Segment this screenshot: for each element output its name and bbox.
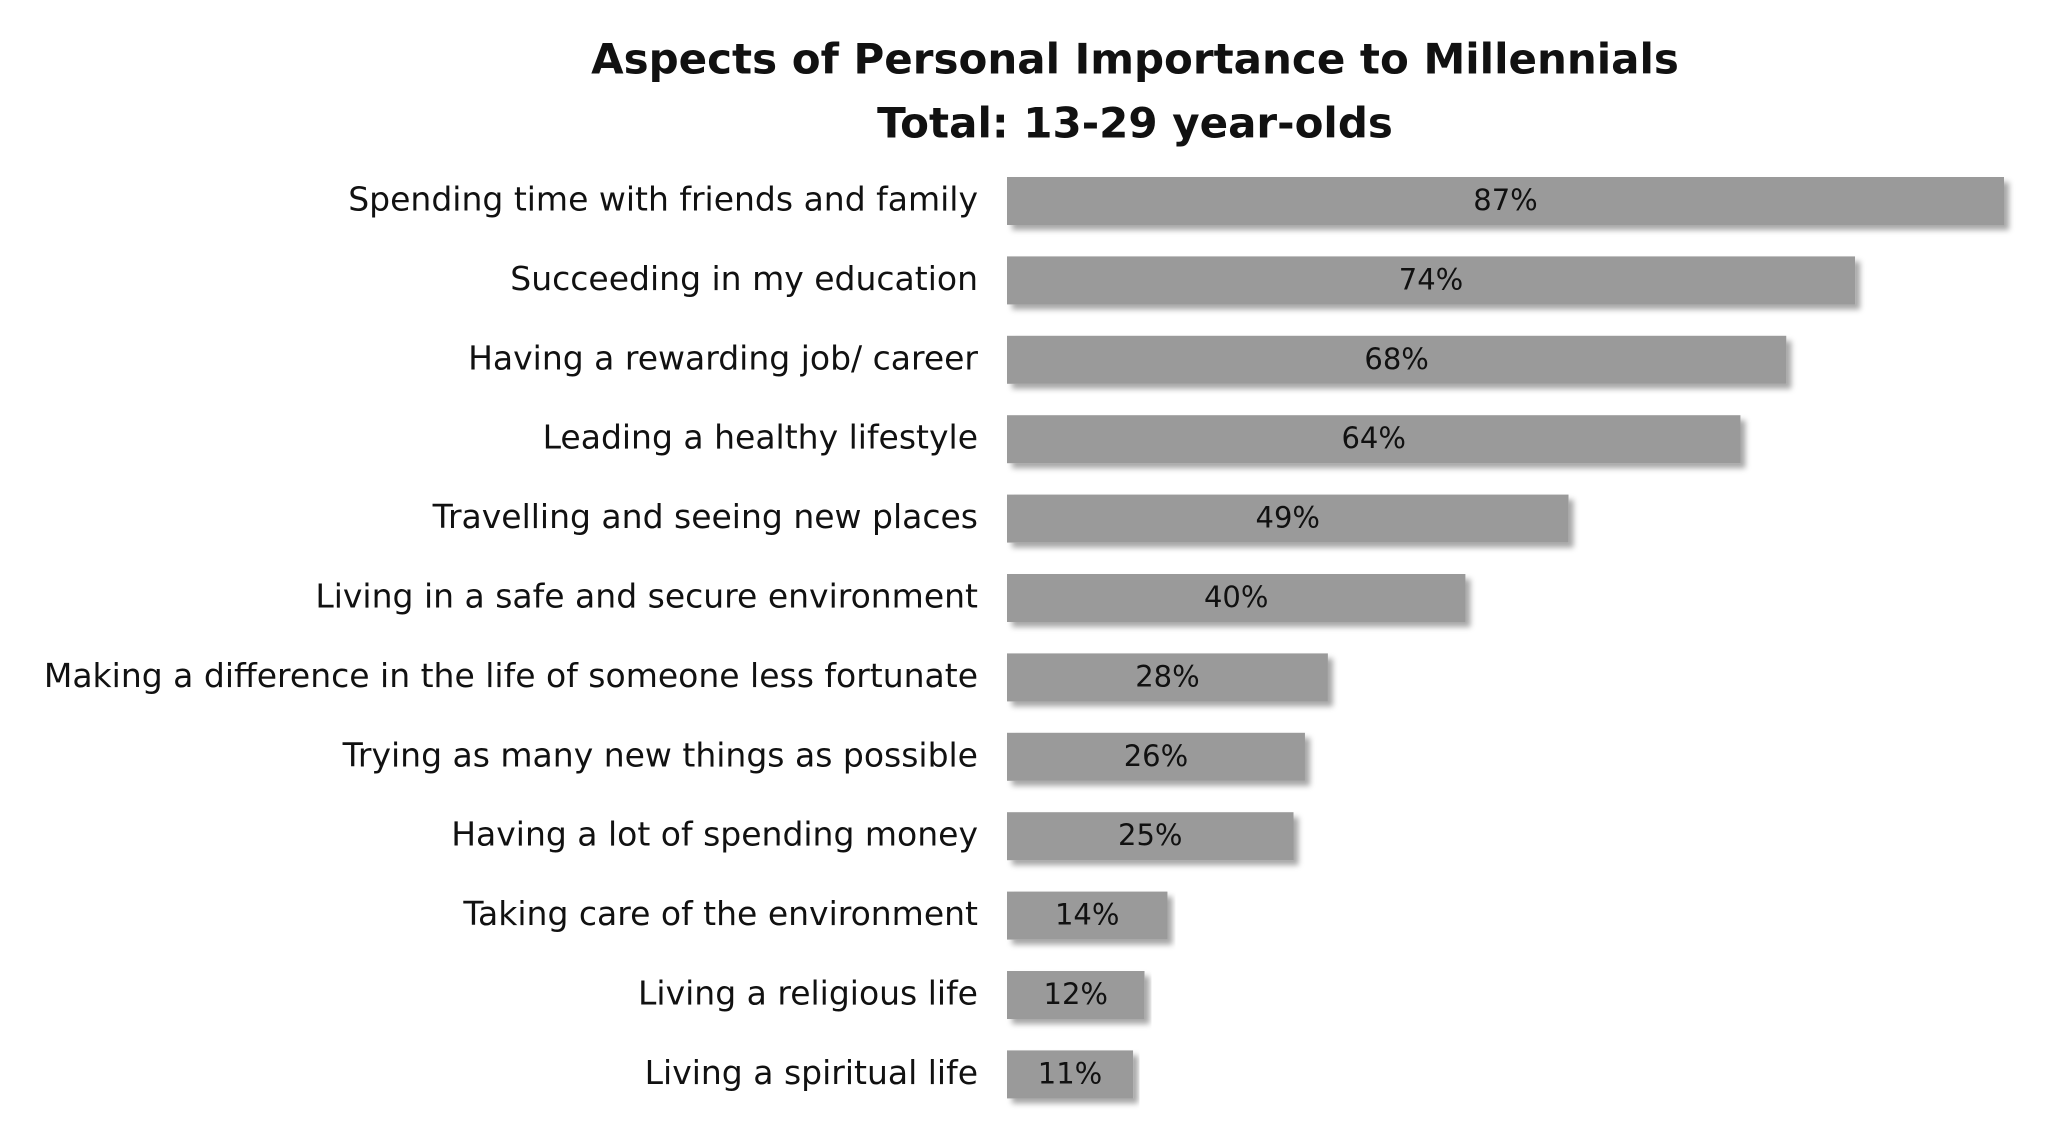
category-label: Having a lot of spending money	[451, 815, 978, 854]
bar	[1007, 732, 1305, 781]
value-label: 40%	[1204, 580, 1268, 614]
category-label: Making a difference in the life of someo…	[44, 656, 978, 695]
category-label: Having a rewarding job/ career	[468, 338, 978, 377]
value-label: 25%	[1118, 818, 1182, 852]
value-label: 11%	[1038, 1056, 1102, 1090]
category-label: Spending time with friends and family	[348, 180, 978, 219]
value-label: 49%	[1256, 501, 1320, 535]
bar	[1007, 335, 1787, 384]
value-label: 74%	[1399, 262, 1463, 296]
category-label: Living in a safe and secure environment	[315, 577, 978, 616]
category-label: Travelling and seeing new places	[432, 497, 978, 536]
chart-subtitle: Total: 13-29 year-olds	[877, 99, 1393, 148]
category-label: Succeeding in my education	[510, 259, 978, 298]
bar	[1007, 415, 1741, 464]
bar	[1007, 1050, 1134, 1099]
value-label: 68%	[1364, 342, 1428, 376]
value-label: 87%	[1473, 183, 1537, 217]
bar	[1007, 891, 1168, 940]
bar	[1007, 256, 1856, 305]
value-label: 28%	[1135, 659, 1199, 693]
value-label: 14%	[1055, 898, 1119, 932]
category-label: Leading a healthy lifestyle	[543, 418, 978, 457]
category-label: Trying as many new things as possible	[342, 735, 978, 774]
chart-title: Aspects of Personal Importance to Millen…	[591, 35, 1679, 84]
value-label: 26%	[1124, 739, 1188, 773]
value-label: 64%	[1341, 421, 1405, 455]
bar	[1007, 812, 1294, 861]
category-label: Living a spiritual life	[645, 1053, 978, 1092]
bar	[1007, 494, 1569, 543]
category-label: Taking care of the environment	[462, 894, 978, 933]
bar	[1007, 177, 2004, 225]
bar	[1007, 574, 1466, 622]
value-label: 12%	[1044, 977, 1108, 1011]
bar	[1007, 653, 1328, 702]
bar	[1007, 971, 1145, 1019]
category-label: Living a religious life	[638, 974, 978, 1013]
